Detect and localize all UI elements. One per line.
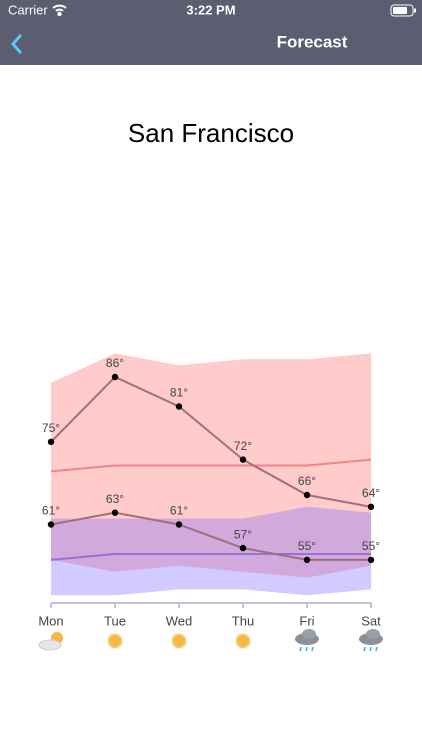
temperature-line [50, 511, 371, 561]
battery-icon [390, 4, 416, 17]
temperature-point [47, 521, 55, 528]
rain-cloud-icon [359, 629, 383, 652]
sun-icon [235, 633, 251, 649]
temperature-point [175, 403, 183, 410]
weather-icons [38, 629, 383, 652]
temperature-point [303, 556, 311, 564]
temperature-point [239, 544, 247, 552]
temperature-label: 72° [234, 439, 252, 453]
nav-title: Forecast [277, 32, 348, 51]
temperature-label: 75° [42, 421, 60, 435]
x-tick-label: Mon [38, 613, 63, 628]
x-tick-label: Sat [361, 613, 381, 628]
temperature-label: 55° [362, 539, 380, 553]
carrier: Carrier [8, 2, 48, 17]
temperature-label: 66° [298, 474, 316, 488]
temperature-label: 55° [298, 539, 316, 553]
mean-line [50, 553, 371, 561]
temperature-point [111, 509, 119, 516]
x-tick-label: Fri [299, 613, 314, 628]
wifi-icon [52, 4, 67, 17]
temperature-point [367, 503, 375, 510]
sun-icon [171, 633, 187, 649]
temperature-label: 63° [106, 492, 124, 506]
x-tick-label: Wed [166, 613, 193, 628]
sun-icon [107, 633, 123, 649]
temperature-label: 61° [170, 504, 188, 518]
temperature-label: 57° [234, 527, 252, 541]
nav-bar [0, 0, 422, 65]
rain-cloud-icon [295, 629, 319, 652]
temperature-label: 86° [106, 356, 124, 370]
city-name: San Francisco [128, 118, 294, 148]
temperature-label: 61° [42, 504, 60, 518]
temperature-point [367, 556, 375, 564]
temperature-point [175, 521, 183, 528]
clock: 3:22 PM [186, 2, 235, 17]
x-tick-label: Thu [232, 613, 254, 628]
temperature-label: 64° [362, 486, 380, 500]
partly-cloudy-icon [38, 632, 63, 651]
temperature-point [111, 373, 119, 381]
temperature-point [47, 438, 55, 446]
temperature-point [303, 491, 311, 499]
back-button[interactable] [11, 34, 22, 54]
forecast-chart: Mon Tue Wed Thu Fri Sat 75° 86° 81° 72° 66° 64° 61° 6… [38, 353, 381, 628]
temperature-line [50, 375, 372, 508]
temperature-point [239, 456, 247, 463]
temperature-label: 81° [170, 386, 188, 400]
range-band [51, 506, 371, 596]
x-tick-label: Tue [104, 613, 126, 628]
mean-line [50, 458, 372, 473]
